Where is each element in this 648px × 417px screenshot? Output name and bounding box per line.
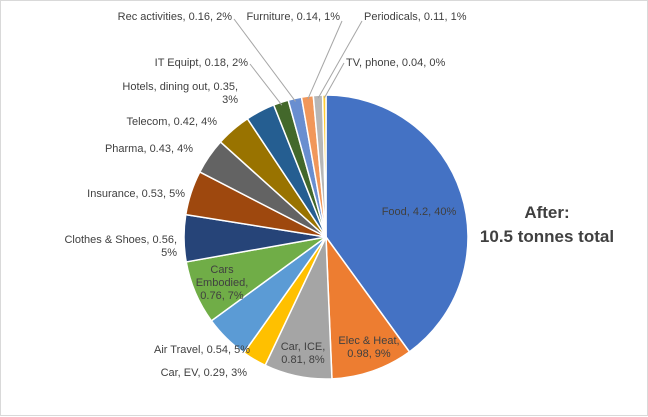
data-label-line: 0.81, 8%	[281, 354, 325, 366]
leader-line	[317, 20, 363, 99]
data-labels: Food, 4.2, 40% Elec & Heat, 0.98, 9% Car, I…	[64, 11, 466, 379]
data-label-line: Embodied,	[196, 277, 249, 289]
data-label: Car, ICE, 0.81, 8%	[281, 341, 326, 366]
data-label-line: IT Equipt, 0.18, 2%	[155, 57, 249, 69]
data-label-line: Insurance, 0.53, 5%	[87, 188, 185, 200]
data-label: IT Equipt, 0.18, 2%	[155, 57, 249, 69]
data-label-line: Rec activities, 0.16, 2%	[118, 11, 233, 23]
leader-line	[307, 20, 343, 100]
leader-line	[323, 62, 345, 99]
data-label-line: Pharma, 0.43, 4%	[105, 143, 193, 155]
data-label: Telecom, 0.42, 4%	[127, 116, 218, 128]
data-label: Air Travel, 0.54, 5%	[154, 344, 250, 356]
data-label-line: Telecom, 0.42, 4%	[127, 116, 218, 128]
chart-title-line-1: After:	[524, 203, 570, 222]
data-label-line: TV, phone, 0.04, 0%	[346, 57, 445, 69]
pie-slices	[183, 94, 469, 380]
data-label: Clothes & Shoes, 0.56, 5%	[64, 234, 177, 259]
data-label-line: Car, EV, 0.29, 3%	[161, 367, 248, 379]
data-label: TV, phone, 0.04, 0%	[346, 57, 445, 69]
data-label: Cars Embodied, 0.76, 7%	[196, 264, 249, 302]
data-label-line: 0.98, 9%	[347, 348, 391, 360]
leader-lines	[233, 18, 363, 106]
data-label-line: Elec & Heat,	[338, 335, 399, 347]
data-label: Food, 4.2, 40%	[382, 206, 457, 218]
chart-title-line-2: 10.5 tonnes total	[479, 227, 615, 246]
data-label-line: Air Travel, 0.54, 5%	[154, 344, 250, 356]
data-label: Insurance, 0.53, 5%	[87, 188, 185, 200]
pie-slice-elec-heat	[325, 234, 411, 380]
data-label-line: 5%	[161, 247, 177, 259]
pie-slice-food	[325, 94, 469, 353]
data-label: Hotels, dining out, 0.35, 3%	[122, 81, 238, 106]
data-label-line: Food, 4.2, 40%	[382, 206, 457, 218]
data-label-line: 0.76, 7%	[200, 290, 244, 302]
data-label: Periodicals, 0.11, 1%	[364, 11, 467, 23]
data-label: Pharma, 0.43, 4%	[105, 143, 193, 155]
data-label-line: Periodicals, 0.11, 1%	[364, 11, 467, 23]
data-label-line: Car, ICE,	[281, 341, 326, 353]
chart-title: After: 10.5 tonnes total	[467, 201, 627, 249]
data-label-line: Cars	[210, 264, 234, 276]
data-label-line: Furniture, 0.14, 1%	[246, 11, 340, 23]
data-label: Elec & Heat, 0.98, 9%	[338, 335, 399, 360]
leader-line	[249, 63, 283, 106]
data-label-line: Clothes & Shoes, 0.56,	[64, 234, 177, 246]
data-label-line: Hotels, dining out, 0.35,	[122, 81, 238, 93]
data-label: Car, EV, 0.29, 3%	[161, 367, 248, 379]
data-label-line: 3%	[222, 94, 238, 106]
data-label: Furniture, 0.14, 1%	[246, 11, 340, 23]
data-label: Rec activities, 0.16, 2%	[118, 11, 233, 23]
leader-line	[233, 18, 296, 102]
